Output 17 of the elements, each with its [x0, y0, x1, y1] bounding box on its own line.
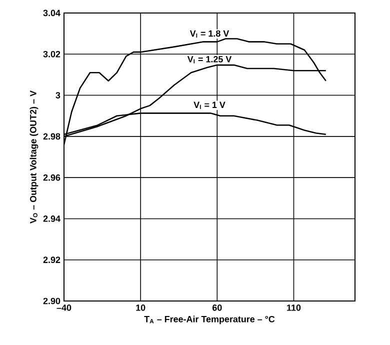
y-tick-label: 2.96 [43, 174, 60, 181]
y-tick-label: 2.98 [43, 133, 60, 140]
x-axis-title: T$_{A}$ – Free-Air Temperature – °C [144, 316, 275, 324]
series-label: V$_{I}$ = 1.8 V [190, 30, 230, 38]
x-tick-label: 110 [287, 304, 301, 311]
series-label: V$_{I}$ = 1.25 V [187, 56, 232, 64]
y-tick-label: 3.02 [43, 50, 60, 58]
y-tick-label: 2.90 [43, 298, 60, 304]
y-tick-label: 2.92 [43, 256, 60, 264]
x-tick-label: –40 [56, 304, 72, 311]
y-axis-title: V$_{O}$ – Output Voltage (OUT2) – V [30, 90, 38, 224]
series-label: V$_{I}$ = 1 V [194, 102, 226, 109]
y-tick-label: 3.04 [43, 10, 60, 16]
y-tick-label: 2.94 [43, 216, 60, 222]
y-tick-label: 3 [56, 92, 60, 98]
x-tick-label: 10 [136, 304, 146, 311]
x-tick-label: 60 [212, 304, 222, 311]
